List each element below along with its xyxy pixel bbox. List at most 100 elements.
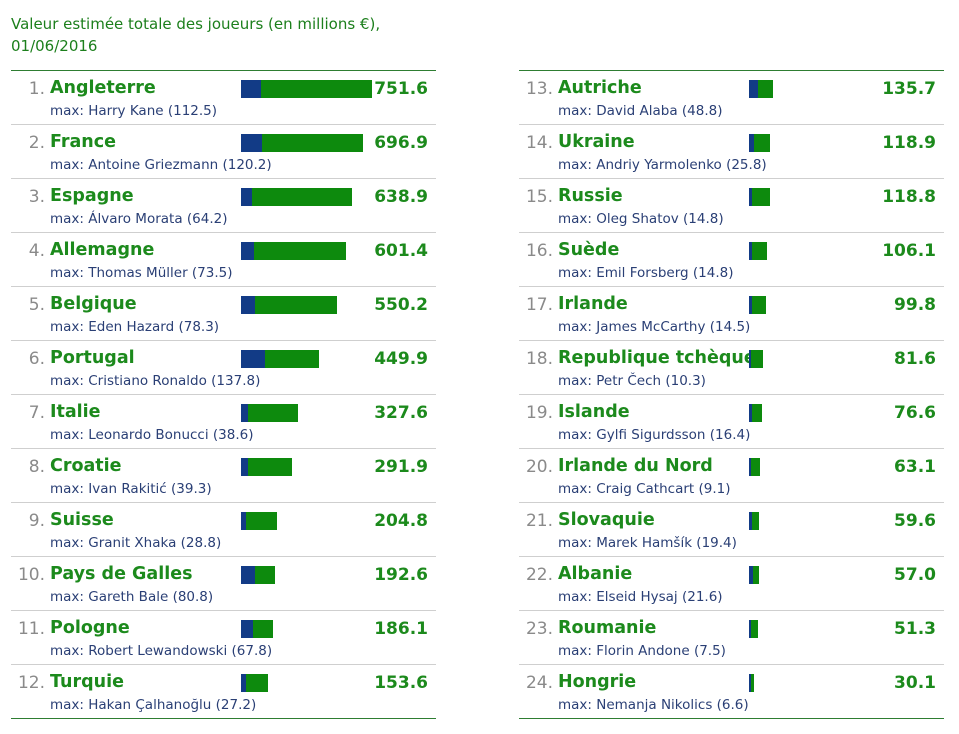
max-player-label: max: Emil Forsberg (14.8) [558,265,734,281]
title-line-1: Valeur estimée totale des joueurs (en mi… [11,15,381,33]
max-player-label: max: Thomas Müller (73.5) [50,265,233,281]
value-label: 601.4 [374,241,428,261]
value-bar [749,458,760,476]
bar-segment-max-player [241,674,246,692]
bar-segment-max-player [241,566,256,584]
max-player-label: max: Harry Kane (112.5) [50,103,218,119]
max-player-label: max: Gareth Bale (80.8) [50,589,214,605]
table-row: 20. Irlande du Nord max: Craig Cathcart (9… [519,448,944,502]
country-label: Pays de Galles [50,564,193,584]
country-label: Ukraine [558,132,635,152]
country-label: Croatie [50,456,122,476]
bar-segment-rest [253,242,346,260]
bar-segment-rest [260,80,372,98]
rank-label: 1. [28,79,45,99]
value-label: 63.1 [894,457,936,477]
bar-segment-rest [255,566,275,584]
value-bar [749,404,763,422]
value-bar [749,80,773,98]
value-label: 59.6 [894,511,936,531]
max-player-label: max: Craig Cathcart (9.1) [558,481,731,497]
rank-label: 9. [28,511,45,531]
value-label: 81.6 [894,349,936,369]
value-label: 192.6 [374,565,428,585]
value-label: 118.9 [882,133,936,153]
rank-label: 18. [525,349,553,369]
max-player-label: max: Álvaro Morata (64.2) [50,211,228,227]
max-player-label: max: Ivan Rakitić (39.3) [50,481,212,497]
rank-label: 14. [525,133,553,153]
table-row: 17. Irlande max: James McCarthy (14.5) 99.8 [519,286,944,340]
value-bar [241,80,372,98]
value-label: 135.7 [882,79,936,99]
country-label: Albanie [558,564,633,584]
value-label: 186.1 [374,619,428,639]
bar-segment-max-player [749,404,752,422]
bar-segment-rest [757,80,773,98]
value-bar [749,242,768,260]
value-bar [749,674,755,692]
table-row: 23. Roumanie max: Florin Andone (7.5) 51.3 [519,610,944,664]
value-label: 449.9 [374,349,428,369]
max-player-label: max: Gylfi Sigurdsson (16.4) [558,427,751,443]
value-label: 327.6 [374,403,428,423]
country-label: Portugal [50,348,135,368]
left-column: 1. Angleterre max: Harry Kane (112.5) 751.6… [11,70,436,719]
bar-segment-max-player [241,404,248,422]
max-player-label: max: Marek Hamšík (19.4) [558,535,737,551]
value-label: 118.8 [882,187,936,207]
bar-segment-rest [751,296,767,314]
bar-segment-max-player [241,242,254,260]
bar-segment-rest [751,242,768,260]
value-label: 99.8 [894,295,936,315]
bar-segment-rest [753,134,770,152]
value-bar [241,566,275,584]
bar-segment-rest [751,404,763,422]
max-player-label: max: Petr Čech (10.3) [558,373,706,389]
table-row: 18. Republique tchèque max: Petr Čech (10.… [519,340,944,394]
table-row: 11. Pologne max: Robert Lewandowski (67.8)… [11,610,436,664]
country-label: Turquie [50,672,124,692]
table-row: 14. Ukraine max: Andriy Yarmolenko (25.8) 1… [519,124,944,178]
rank-label: 22. [525,565,553,585]
table-row: 5. Belgique max: Eden Hazard (78.3) 550.2 [11,286,436,340]
bar-segment-rest [262,134,363,152]
table-row: 24. Hongrie max: Nemanja Nikolics (6.6) 30.… [519,664,944,719]
country-label: Hongrie [558,672,637,692]
max-player-label: max: Andriy Yarmolenko (25.8) [558,157,767,173]
max-player-label: max: James McCarthy (14.5) [558,319,751,335]
rank-label: 8. [28,457,45,477]
table-row: 6. Portugal max: Cristiano Ronaldo (137.8)… [11,340,436,394]
max-player-label: max: Hakan Çalhanoğlu (27.2) [50,697,257,713]
rank-label: 20. [525,457,553,477]
country-label: Espagne [50,186,134,206]
max-player-label: max: David Alaba (48.8) [558,103,723,119]
table-row: 3. Espagne max: Álvaro Morata (64.2) 638.9 [11,178,436,232]
table-row: 16. Suède max: Emil Forsberg (14.8) 106.1 [519,232,944,286]
max-player-label: max: Cristiano Ronaldo (137.8) [50,373,261,389]
rank-label: 3. [28,187,45,207]
bar-segment-max-player [241,350,265,368]
country-label: Roumanie [558,618,657,638]
rank-label: 16. [525,241,553,261]
bar-segment-max-player [241,458,248,476]
value-bar [241,296,337,314]
value-bar [749,134,770,152]
value-bar [241,512,277,530]
value-bar [749,350,764,368]
rank-label: 7. [28,403,45,423]
max-player-label: max: Leonardo Bonucci (38.6) [50,427,254,443]
value-bar [241,350,320,368]
rank-label: 17. [525,295,553,315]
bar-segment-max-player [241,134,262,152]
bar-segment-rest [247,404,299,422]
bar-segment-max-player [749,620,751,638]
chart-title: Valeur estimée totale des joueurs (en mi… [11,13,531,57]
rank-label: 19. [525,403,553,423]
country-label: Islande [558,402,630,422]
max-player-label: max: Granit Xhaka (28.8) [50,535,222,551]
value-bar [749,566,759,584]
max-player-label: max: Florin Andone (7.5) [558,643,726,659]
max-player-label: max: Elseid Hysaj (21.6) [558,589,723,605]
table-row: 19. Islande max: Gylfi Sigurdsson (16.4) 76… [519,394,944,448]
